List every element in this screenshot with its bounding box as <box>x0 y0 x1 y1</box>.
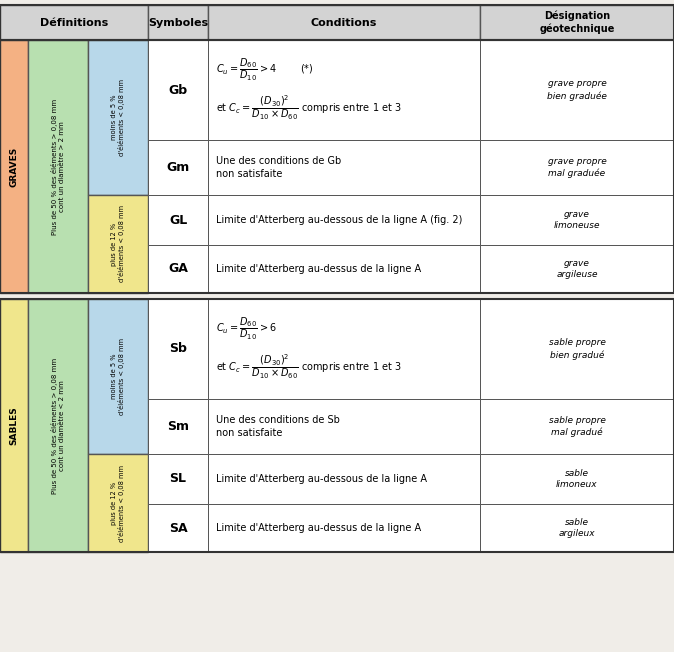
Text: Gm: Gm <box>166 161 189 174</box>
Text: Limite d'Atterberg au-dessous de la ligne A (fig. 2): Limite d'Atterberg au-dessous de la lign… <box>216 215 462 225</box>
Text: plus de 12 %
d'éléments < 0,08 mm: plus de 12 % d'éléments < 0,08 mm <box>111 464 125 542</box>
Text: Limite d'Atterberg au-dessous de la ligne A: Limite d'Atterberg au-dessous de la lign… <box>216 474 427 484</box>
Bar <box>208 504 480 552</box>
Text: GL: GL <box>169 213 187 226</box>
Bar <box>0 299 28 552</box>
Bar <box>480 399 674 454</box>
Text: sable propre
mal gradué: sable propre mal gradué <box>549 416 605 437</box>
Bar <box>148 40 208 140</box>
Text: Plus de 50 % des éléments > 0,08 mm
cont un diamètre < 2 mm: Plus de 50 % des éléments > 0,08 mm cont… <box>51 357 65 494</box>
Bar <box>480 5 674 40</box>
Bar <box>480 195 674 245</box>
Bar <box>208 399 480 454</box>
Text: sable
argileux: sable argileux <box>559 518 595 539</box>
Text: moins de 5 %
d'éléments < 0,08 mm: moins de 5 % d'éléments < 0,08 mm <box>111 338 125 415</box>
Bar <box>88 454 148 552</box>
Text: Gb: Gb <box>168 83 187 96</box>
Text: Plus de 50 % des éléments > 0,08 mm
cont un diamètre > 2 mm: Plus de 50 % des éléments > 0,08 mm cont… <box>51 98 65 235</box>
Bar <box>148 195 208 245</box>
Text: Définitions: Définitions <box>40 18 108 27</box>
Bar <box>480 40 674 140</box>
Bar <box>208 40 480 140</box>
Bar <box>28 40 88 293</box>
Bar <box>480 245 674 293</box>
Bar <box>0 5 674 40</box>
Text: sable propre
bien gradué: sable propre bien gradué <box>549 338 605 360</box>
Bar <box>208 195 480 245</box>
Text: moins de 5 %
d'éléments < 0,08 mm: moins de 5 % d'éléments < 0,08 mm <box>111 79 125 156</box>
Text: grave propre
mal graduée: grave propre mal graduée <box>547 156 607 178</box>
Bar <box>88 195 148 293</box>
Text: SABLES: SABLES <box>9 406 18 445</box>
Text: Limite d'Atterberg au-dessus de la ligne A: Limite d'Atterberg au-dessus de la ligne… <box>216 264 421 274</box>
Text: et $C_c = \dfrac{(D_{30})^2}{D_{10} \times D_{60}}$ compris entre 1 et 3: et $C_c = \dfrac{(D_{30})^2}{D_{10} \tim… <box>216 94 402 123</box>
Text: $C_u = \dfrac{D_{60}}{D_{10}} > 6$: $C_u = \dfrac{D_{60}}{D_{10}} > 6$ <box>216 316 276 342</box>
Bar <box>148 399 208 454</box>
Bar <box>0 40 28 293</box>
Bar <box>88 40 148 195</box>
Text: Sm: Sm <box>167 420 189 433</box>
Bar <box>480 454 674 504</box>
Bar <box>88 299 148 454</box>
Bar <box>480 140 674 195</box>
Text: Sb: Sb <box>169 342 187 355</box>
Text: Symboles: Symboles <box>148 18 208 27</box>
Bar <box>208 140 480 195</box>
Bar <box>0 299 674 552</box>
Text: et $C_c = \dfrac{(D_{30})^2}{D_{10} \times D_{60}}$ compris entre 1 et 3: et $C_c = \dfrac{(D_{30})^2}{D_{10} \tim… <box>216 353 402 381</box>
Bar <box>148 504 208 552</box>
Bar <box>480 299 674 399</box>
Text: GRAVES: GRAVES <box>9 147 18 186</box>
Text: Conditions: Conditions <box>311 18 377 27</box>
Text: Une des conditions de Gb
non satisfaite: Une des conditions de Gb non satisfaite <box>216 156 341 179</box>
Bar <box>0 40 674 293</box>
Bar <box>148 140 208 195</box>
Text: $C_u = \dfrac{D_{60}}{D_{10}} > 4$        (*): $C_u = \dfrac{D_{60}}{D_{10}} > 4$ (*) <box>216 57 313 83</box>
Bar <box>0 5 148 40</box>
Bar <box>148 454 208 504</box>
Bar <box>208 454 480 504</box>
Text: SA: SA <box>168 522 187 535</box>
Bar <box>148 5 208 40</box>
Text: sable
limoneux: sable limoneux <box>556 469 598 490</box>
Text: grave
argileuse: grave argileuse <box>556 259 598 280</box>
Text: Désignation
géotechnique: Désignation géotechnique <box>539 10 615 35</box>
Bar <box>148 245 208 293</box>
Text: GA: GA <box>168 263 188 276</box>
Bar <box>208 299 480 399</box>
Bar <box>208 245 480 293</box>
Bar <box>480 504 674 552</box>
Text: SL: SL <box>169 473 187 486</box>
Text: grave
limoneuse: grave limoneuse <box>554 209 601 230</box>
Bar <box>148 299 208 399</box>
Text: plus de 12 %
d'éléments < 0,08 mm: plus de 12 % d'éléments < 0,08 mm <box>111 205 125 282</box>
Bar <box>208 5 480 40</box>
Bar <box>28 299 88 552</box>
Text: grave propre
bien graduée: grave propre bien graduée <box>547 80 607 101</box>
Text: Une des conditions de Sb
non satisfaite: Une des conditions de Sb non satisfaite <box>216 415 340 437</box>
Text: Limite d'Atterberg au-dessus de la ligne A: Limite d'Atterberg au-dessus de la ligne… <box>216 523 421 533</box>
